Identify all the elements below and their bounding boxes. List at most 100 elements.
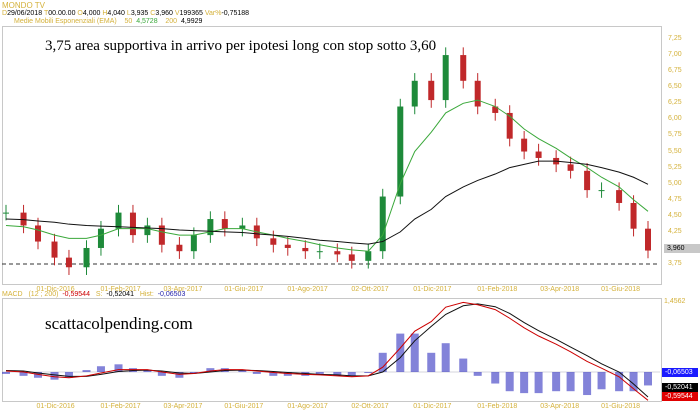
candle-body	[521, 138, 528, 152]
macd-label: MACD	[2, 291, 23, 298]
candle-body	[428, 80, 435, 101]
x-tick-label: 01-Giu-2017	[224, 403, 264, 410]
macd-histogram-bar	[552, 372, 561, 392]
macd-histogram-bar	[459, 358, 468, 372]
hist-value: -0,06503	[157, 291, 186, 298]
candle-body	[65, 257, 72, 268]
y-tick-label: 6,75	[668, 67, 682, 75]
macd-histogram-bar	[189, 372, 198, 373]
x-tick-label: 01-Feb-2017	[100, 286, 141, 293]
y-tick-label: 5,50	[668, 147, 682, 155]
close-value: 3,960	[155, 10, 173, 17]
x-tick-label: 03-Apr-2018	[540, 403, 580, 410]
x-tick-label: 02-Ott-2017	[351, 286, 389, 293]
last-price-tag: 3,960	[664, 244, 700, 253]
ema50-period: 50	[124, 18, 133, 25]
y-tick-label: 4,25	[668, 227, 682, 235]
ema200-value: 4,9929	[180, 18, 203, 25]
x-tick-label: 01-Giu-2018	[601, 286, 641, 293]
candle-body	[397, 106, 404, 197]
macd-histogram-bar	[441, 343, 450, 372]
x-tick-label: 01-Giu-2018	[601, 403, 641, 410]
candle-body	[221, 219, 228, 229]
macd-histogram-bar	[505, 372, 514, 392]
macd-histogram-bar	[534, 372, 543, 394]
x-tick-label: 03-Apr-2018	[540, 286, 580, 293]
macd-legend: MACD (12 ; 200) -0,59544 S: -0,52041 His…	[2, 291, 185, 298]
macd-histogram-bar	[206, 368, 215, 372]
x-tick-label: 01-Dic-2017	[413, 286, 452, 293]
macd-params: (12 ; 200)	[28, 291, 59, 298]
candle-body	[83, 247, 90, 268]
macd-panel	[2, 298, 662, 402]
macd-histogram-bar	[333, 372, 342, 376]
candle-body	[270, 238, 277, 245]
macd-histogram-bar	[82, 370, 91, 372]
ema50-line	[5, 99, 649, 252]
candle-body	[348, 254, 355, 261]
var-label: Var%	[204, 10, 222, 17]
candle-body	[442, 55, 449, 101]
macd-histogram-bar	[347, 372, 356, 376]
macd-line	[5, 301, 649, 401]
watermark: scattacolpending.com	[45, 314, 193, 333]
macd-histogram-bar	[143, 370, 152, 372]
macd-histogram-bar	[252, 372, 261, 374]
macd-histogram-bar	[378, 352, 387, 372]
candle-body	[97, 228, 104, 248]
hist-label: Hist:	[139, 291, 154, 298]
candle-body	[239, 225, 246, 229]
candle-body	[630, 202, 637, 229]
high-label: H	[102, 10, 108, 17]
x-tick-label: 01-Feb-2018	[477, 403, 518, 410]
symbol-title: MONDO TV	[2, 1, 45, 10]
macd-tag: -0,59544	[662, 392, 698, 401]
macd-histogram-bar	[64, 372, 73, 378]
macd-histogram-bar	[644, 372, 652, 386]
macd-histogram-bar	[520, 372, 529, 394]
candle-body	[474, 80, 481, 107]
macd-histogram-bar	[566, 372, 575, 392]
y-tick-label: 5,25	[668, 163, 682, 171]
candle-body	[302, 247, 309, 252]
candle-body	[284, 244, 291, 248]
candle-body	[51, 241, 58, 258]
low-label: L	[126, 10, 131, 17]
ema200-period: 200	[165, 18, 178, 25]
x-tick-label: 01-Dic-2017	[413, 403, 452, 410]
y-tick-label: 5,00	[668, 179, 682, 187]
candle-body	[645, 228, 651, 251]
signal-label: S:	[95, 291, 103, 298]
time-label: T	[43, 10, 49, 17]
candle-body	[379, 196, 386, 252]
open-label: O	[77, 10, 83, 17]
x-tick-label: 01-Ago-2017	[287, 403, 328, 410]
ema50-value: 4,5728	[136, 18, 158, 25]
macd-histogram-bar	[269, 372, 278, 376]
macd-histogram-bar	[396, 333, 405, 372]
candle-body	[411, 80, 418, 107]
y-tick-label: 3,75	[668, 260, 682, 268]
candle-body	[584, 170, 591, 191]
candle-body	[3, 212, 9, 214]
candle-body	[365, 251, 372, 261]
candle-body	[535, 151, 542, 158]
ema-legend-label: Medie Mobili Esponenziali (EMA)	[14, 18, 117, 25]
macd-histogram-bar	[615, 372, 624, 392]
candle-body	[334, 251, 341, 255]
macd-histogram-bar	[157, 372, 166, 376]
open-value: 4,000	[82, 10, 101, 17]
macd-histogram-bar	[96, 366, 105, 372]
candle-body	[20, 212, 27, 226]
date-label: D	[2, 10, 8, 17]
candle-body	[567, 164, 574, 171]
candle-body	[190, 235, 197, 252]
macd-histogram-bar	[50, 372, 59, 380]
candle-body	[316, 251, 323, 253]
x-tick-label: 03-Apr-2017	[163, 403, 203, 410]
macd-histogram-bar	[315, 372, 324, 374]
close-label: C	[150, 10, 156, 17]
ema200-line	[5, 160, 649, 245]
